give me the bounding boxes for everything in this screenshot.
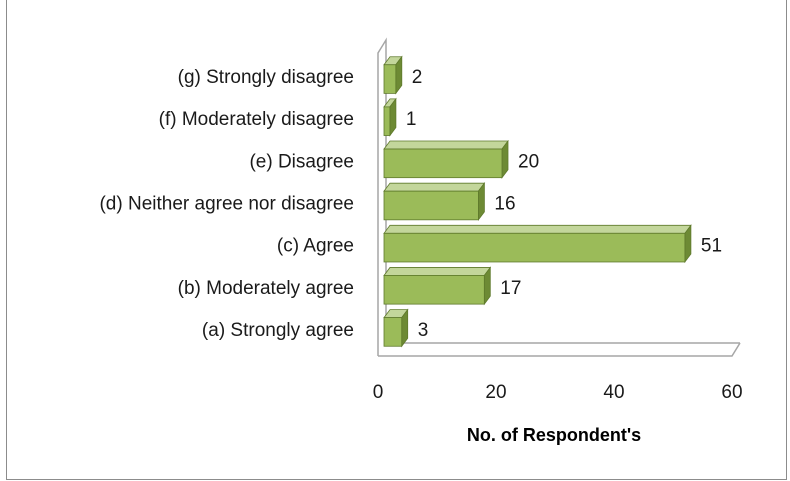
bar-front-face [383,148,503,179]
bar-front-face [383,106,391,136]
data-label: 2 [412,67,423,88]
data-label: 20 [518,151,539,172]
bar-3 [383,224,692,264]
bar-front-face [383,317,403,347]
category-label: (e) Disagree [249,151,354,172]
bar-top-face [383,140,509,150]
data-label: 17 [500,278,521,299]
data-label: 16 [494,194,515,215]
bar-1 [383,308,409,348]
bars-group [383,55,692,348]
category-labels: (a) Strongly agree (b) Moderately agree (c… [99,67,354,341]
bar-front-face [383,232,686,263]
category-label: (d) Neither agree nor disagree [99,194,354,215]
category-label: (a) Strongly agree [202,320,354,341]
bar-top-face [383,267,492,276]
bar-top-face [383,182,486,192]
data-labels: 3 17 51 16 20 1 2 [406,67,722,341]
data-label: 1 [406,109,417,130]
bar-5 [383,139,509,179]
bar-7 [383,55,403,95]
category-label: (b) Moderately agree [178,278,354,299]
category-label: (c) Agree [277,236,354,257]
bar-front-face [383,275,485,305]
data-label: 51 [701,236,722,257]
x-tick-label: 0 [373,382,384,403]
bar-top-face [383,224,692,234]
x-tick-label: 40 [603,382,624,403]
bar-6 [383,97,397,137]
x-tick-labels: 0 20 40 60 [373,382,743,403]
x-tick-label: 60 [721,382,742,403]
x-tick-label: 20 [485,382,506,403]
x-axis-title: No. of Respondent's [467,425,641,445]
bar-2 [383,266,492,306]
bar-front-face [383,190,479,221]
category-label: (g) Strongly disagree [178,67,354,88]
category-label: (f) Moderately disagree [159,109,354,130]
bar-4 [383,181,486,222]
bar-front-face [383,64,397,94]
floor-front-edge [378,342,741,357]
data-label: 3 [418,320,429,341]
